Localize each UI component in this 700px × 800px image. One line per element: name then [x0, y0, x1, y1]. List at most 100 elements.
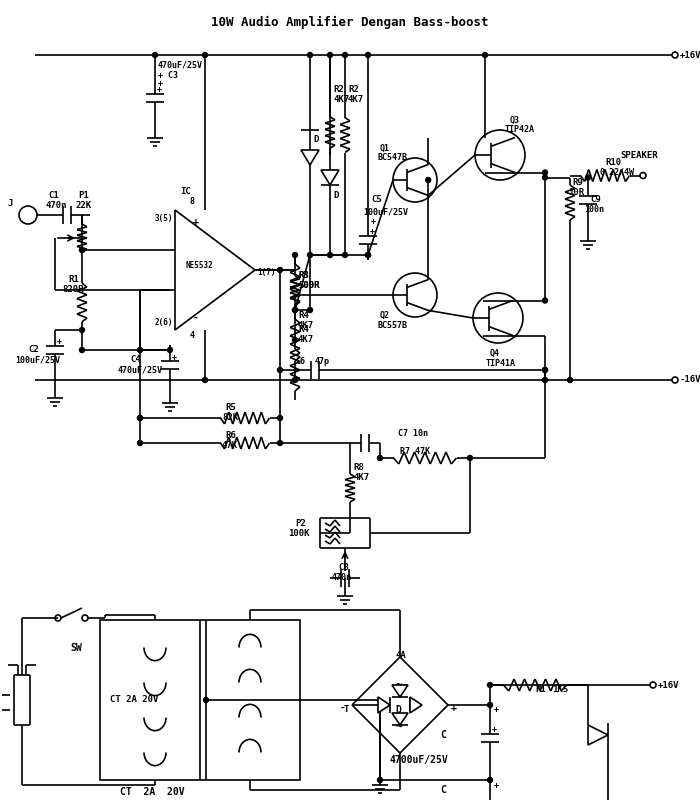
Text: +: + [494, 706, 499, 714]
Text: C2: C2 [28, 346, 38, 354]
Text: -: - [193, 313, 199, 323]
Text: R8: R8 [353, 463, 364, 473]
Text: R7 47K: R7 47K [400, 446, 430, 455]
Text: 22K: 22K [75, 202, 91, 210]
Circle shape [542, 367, 547, 373]
Circle shape [487, 778, 493, 782]
Circle shape [542, 298, 547, 303]
Circle shape [307, 53, 312, 58]
Text: C: C [440, 730, 446, 740]
Text: R4: R4 [298, 310, 309, 319]
Circle shape [468, 455, 472, 461]
Circle shape [487, 682, 493, 687]
Text: C: C [440, 785, 446, 795]
Text: R4: R4 [298, 326, 309, 334]
Circle shape [137, 415, 143, 421]
Text: IC: IC [180, 187, 190, 197]
Text: 2(6): 2(6) [155, 318, 173, 326]
Circle shape [307, 253, 312, 258]
Circle shape [342, 53, 347, 58]
Text: BC547B: BC547B [377, 154, 407, 162]
Text: 10R: 10R [568, 188, 584, 197]
Circle shape [293, 338, 297, 342]
Text: C6: C6 [295, 358, 305, 366]
Text: C9: C9 [590, 195, 601, 204]
Text: R3: R3 [298, 270, 309, 279]
Text: 82K: 82K [222, 414, 238, 422]
Circle shape [293, 307, 297, 313]
Text: 500R: 500R [298, 281, 319, 290]
Text: P1: P1 [78, 191, 89, 201]
Circle shape [204, 698, 209, 702]
Text: +16V: +16V [680, 50, 700, 59]
Circle shape [542, 170, 547, 175]
Text: 470n: 470n [45, 201, 66, 210]
Circle shape [542, 175, 547, 180]
Text: +: + [158, 78, 163, 87]
Text: TIP41A: TIP41A [486, 358, 516, 367]
Text: Q3: Q3 [510, 115, 520, 125]
Polygon shape [378, 697, 390, 713]
Text: 10W Audio Amplifier Dengan Bass-boost: 10W Audio Amplifier Dengan Bass-boost [211, 15, 489, 29]
Circle shape [377, 455, 382, 461]
Text: SW: SW [70, 643, 82, 653]
Text: 47p: 47p [315, 358, 330, 366]
Text: +: + [172, 353, 177, 362]
Polygon shape [410, 697, 422, 713]
Text: -: - [340, 703, 346, 713]
Circle shape [365, 53, 370, 58]
Text: Q2: Q2 [380, 310, 390, 319]
Polygon shape [321, 170, 339, 185]
Circle shape [277, 415, 283, 421]
Text: +: + [370, 227, 375, 237]
Polygon shape [392, 713, 408, 725]
Circle shape [80, 327, 85, 333]
Circle shape [342, 253, 347, 258]
Circle shape [277, 267, 283, 273]
Text: R3: R3 [298, 270, 309, 279]
Circle shape [137, 441, 143, 446]
Text: 100n: 100n [584, 205, 604, 214]
Circle shape [293, 378, 297, 382]
Text: J: J [8, 198, 13, 207]
Text: 100uF/25V: 100uF/25V [15, 355, 60, 365]
Text: R6: R6 [225, 431, 236, 441]
Text: +: + [494, 781, 499, 790]
Text: +: + [492, 725, 497, 734]
Polygon shape [392, 685, 408, 697]
Circle shape [585, 175, 591, 180]
Text: C1: C1 [48, 190, 59, 199]
Text: +16V: +16V [658, 681, 680, 690]
Text: +: + [371, 218, 376, 226]
Text: 1K5: 1K5 [552, 686, 568, 694]
Text: R2: R2 [333, 86, 344, 94]
Text: 100uF/25V: 100uF/25V [363, 207, 408, 217]
Text: 4K7: 4K7 [353, 474, 369, 482]
Text: C5: C5 [371, 195, 382, 205]
Circle shape [293, 307, 297, 313]
Circle shape [426, 178, 430, 182]
Text: 0,22/4W: 0,22/4W [600, 168, 635, 177]
Circle shape [482, 53, 487, 58]
Circle shape [202, 53, 207, 58]
Polygon shape [588, 725, 608, 745]
Text: 4K7: 4K7 [348, 95, 364, 105]
Circle shape [137, 415, 143, 421]
Bar [100, 620, 300, 780]
Text: Q4: Q4 [490, 349, 500, 358]
Text: 470uF/25V: 470uF/25V [158, 61, 203, 70]
Text: D: D [313, 135, 319, 145]
Circle shape [137, 347, 143, 353]
Text: 8: 8 [190, 198, 195, 206]
Text: P2: P2 [295, 518, 306, 527]
Text: 820R: 820R [62, 286, 83, 294]
Text: C4: C4 [130, 355, 141, 365]
Text: D: D [395, 705, 401, 715]
Circle shape [365, 253, 370, 258]
Text: BC557B: BC557B [377, 321, 407, 330]
Polygon shape [175, 210, 255, 330]
Text: T: T [344, 706, 349, 714]
Circle shape [167, 347, 172, 353]
Text: CT  2A  20V: CT 2A 20V [120, 787, 185, 797]
Text: R1: R1 [68, 275, 78, 285]
